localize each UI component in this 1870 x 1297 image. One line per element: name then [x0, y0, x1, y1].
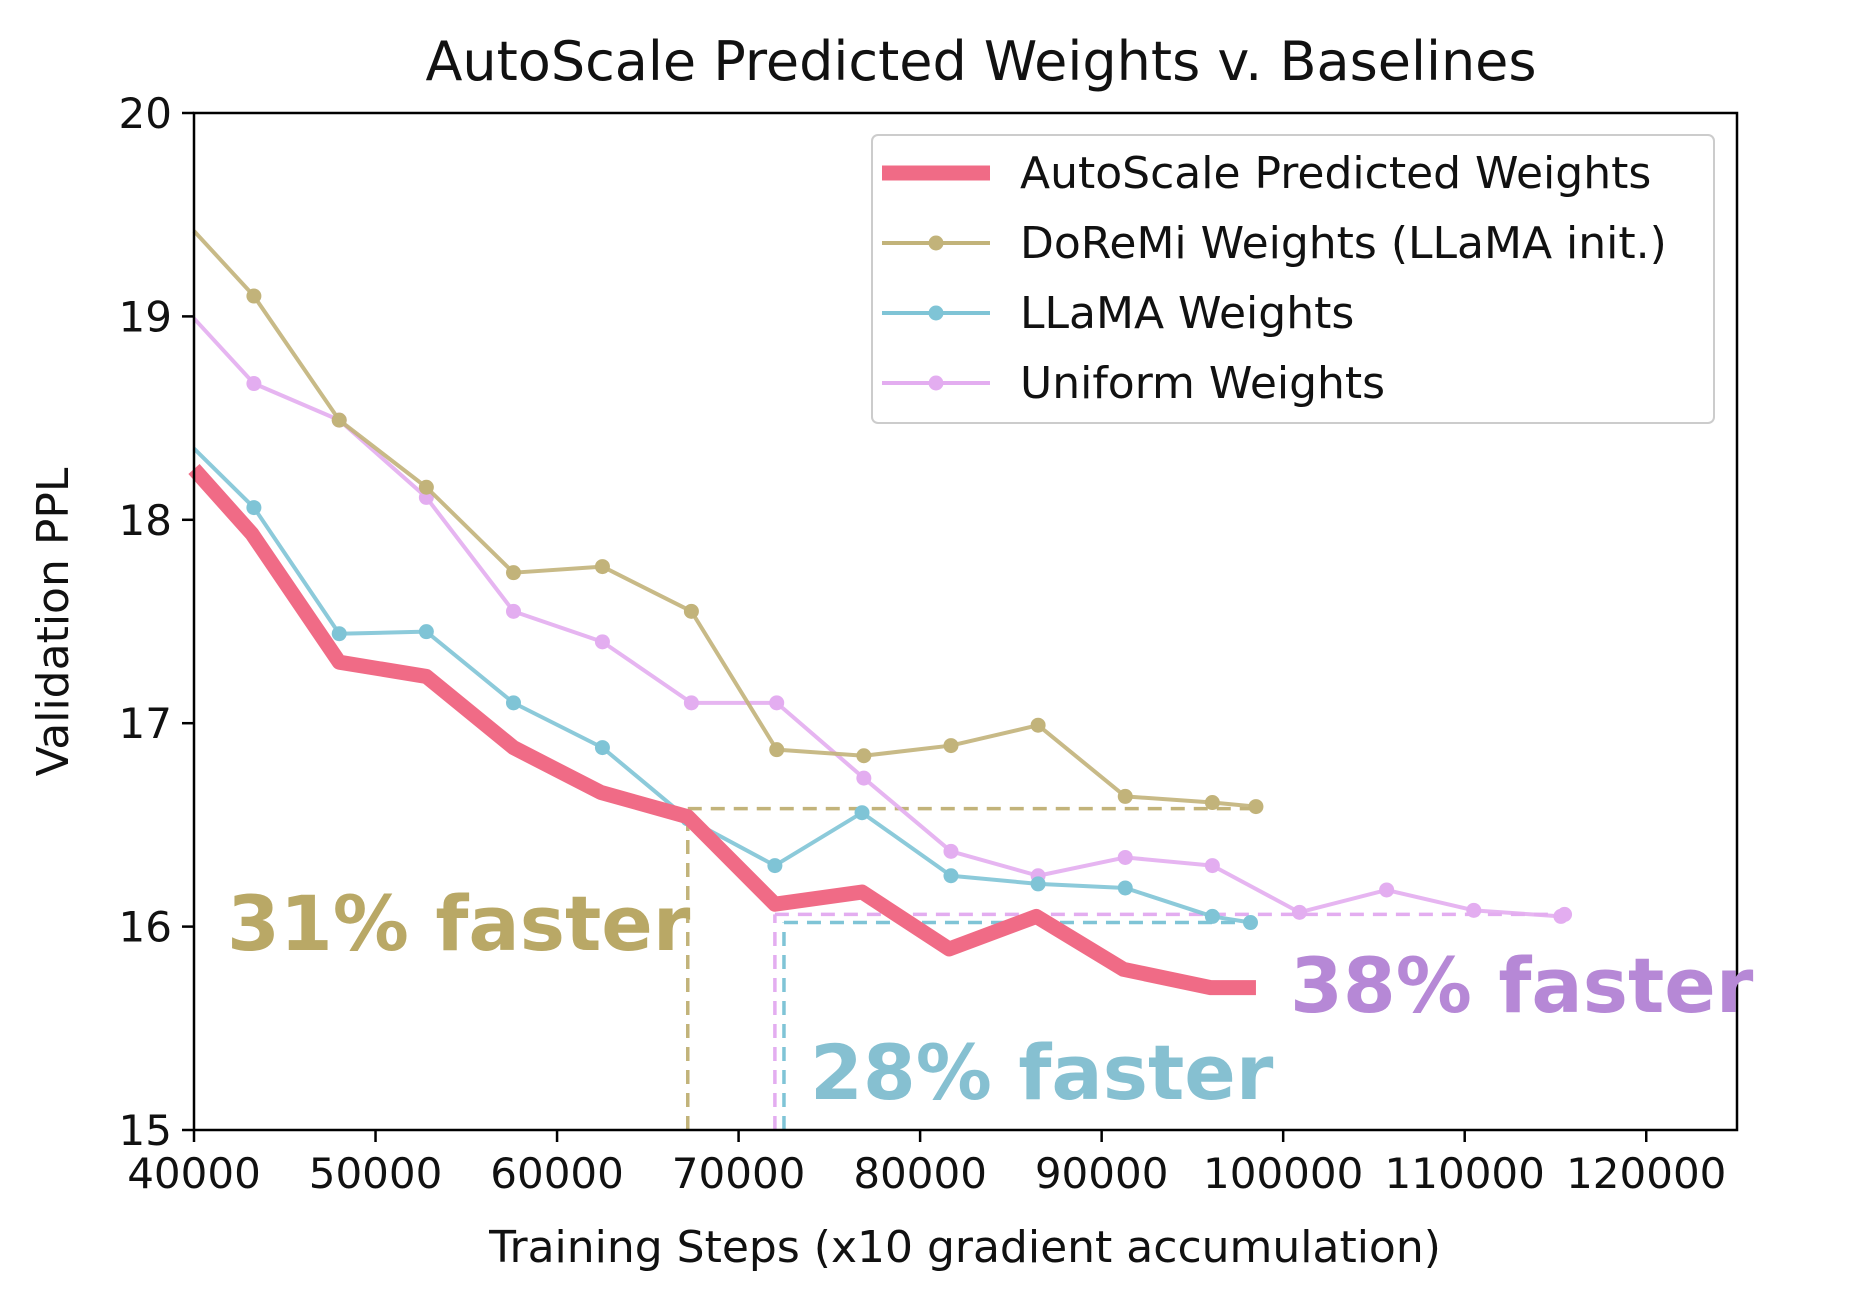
series-layer [188, 229, 1573, 996]
legend-box [871, 134, 1715, 424]
data-point [594, 559, 610, 575]
x-tick-label: 50000 [309, 1149, 443, 1198]
legend-label: DoReMi Weights (LLaMA init.) [1020, 218, 1667, 269]
annotation-31-faster: 31% faster [227, 879, 691, 968]
data-point [1243, 915, 1259, 931]
x-tick-label: 120000 [1566, 1149, 1726, 1198]
series-line-llama-weights [192, 447, 1251, 925]
annotation-38-faster: 38% faster [1290, 941, 1754, 1030]
legend-marker [928, 235, 944, 251]
series-line-autoscale-predicted-weights [188, 463, 1256, 996]
data-point [1117, 880, 1133, 896]
data-point [331, 626, 347, 642]
data-point [683, 603, 699, 619]
x-tick-label: 40000 [127, 1149, 261, 1198]
data-point [505, 603, 521, 619]
data-point [246, 288, 262, 304]
data-point [854, 805, 870, 821]
data-point [1204, 795, 1220, 811]
y-tick-label: 18 [119, 496, 172, 545]
x-tick-label: 90000 [1035, 1149, 1169, 1198]
x-axis: 40000 50000 60000 70000 80000 90000 100000 1100… [127, 1130, 1726, 1198]
x-axis-label: Training Steps (x10 gradient accumulatio… [488, 1222, 1441, 1273]
legend-marker [928, 375, 944, 391]
x-tick-label: 60000 [490, 1149, 624, 1198]
data-point [594, 740, 610, 756]
data-point [1466, 902, 1482, 918]
data-point [769, 695, 785, 711]
data-point [1117, 849, 1133, 865]
data-point [1117, 788, 1133, 804]
y-tick-label: 20 [119, 89, 172, 138]
legend-label: LLaMA Weights [1020, 288, 1354, 339]
data-point [505, 565, 521, 581]
legend: AutoScale Predicted Weights DoReMi Weight… [871, 134, 1715, 424]
data-point [856, 748, 872, 764]
data-point [769, 742, 785, 758]
y-tick-label: 16 [119, 903, 172, 952]
legend-marker [928, 305, 944, 321]
data-point [1292, 904, 1308, 920]
y-tick-label: 19 [119, 292, 172, 341]
data-point [683, 695, 699, 711]
y-axis-label: Validation PPL [28, 467, 79, 776]
series-line-doremi-weights-llama-init [192, 229, 1257, 809]
data-point [246, 376, 262, 392]
data-point [1557, 906, 1573, 922]
x-tick-label: 100000 [1203, 1149, 1363, 1198]
data-point [1030, 876, 1046, 892]
y-tick-label: 15 [119, 1106, 172, 1155]
x-tick-label: 80000 [853, 1149, 987, 1198]
data-point [943, 843, 959, 859]
chart-title: AutoScale Predicted Weights v. Baselines [425, 30, 1536, 93]
data-point [418, 479, 434, 495]
legend-label: AutoScale Predicted Weights [1020, 148, 1651, 199]
data-point [856, 770, 872, 786]
data-point [1204, 908, 1220, 924]
data-point [505, 695, 521, 711]
y-axis: 15 16 17 18 19 20 [119, 89, 194, 1155]
x-tick-label: 110000 [1385, 1149, 1545, 1198]
data-point [943, 868, 959, 884]
data-point [1030, 717, 1046, 733]
data-point [1248, 799, 1264, 815]
data-point [594, 634, 610, 650]
data-point [943, 738, 959, 754]
plot-frame [192, 111, 1739, 1132]
data-point [246, 500, 262, 516]
x-tick-label: 70000 [672, 1149, 806, 1198]
data-point [1379, 882, 1395, 898]
legend-label: Uniform Weights [1020, 358, 1385, 409]
data-point [1204, 858, 1220, 874]
data-point [418, 624, 434, 640]
data-point [331, 412, 347, 428]
annotation-28-faster: 28% faster [810, 1028, 1274, 1117]
data-point [767, 858, 783, 874]
series-line-uniform-weights [192, 317, 1566, 919]
y-tick-label: 17 [119, 699, 172, 748]
